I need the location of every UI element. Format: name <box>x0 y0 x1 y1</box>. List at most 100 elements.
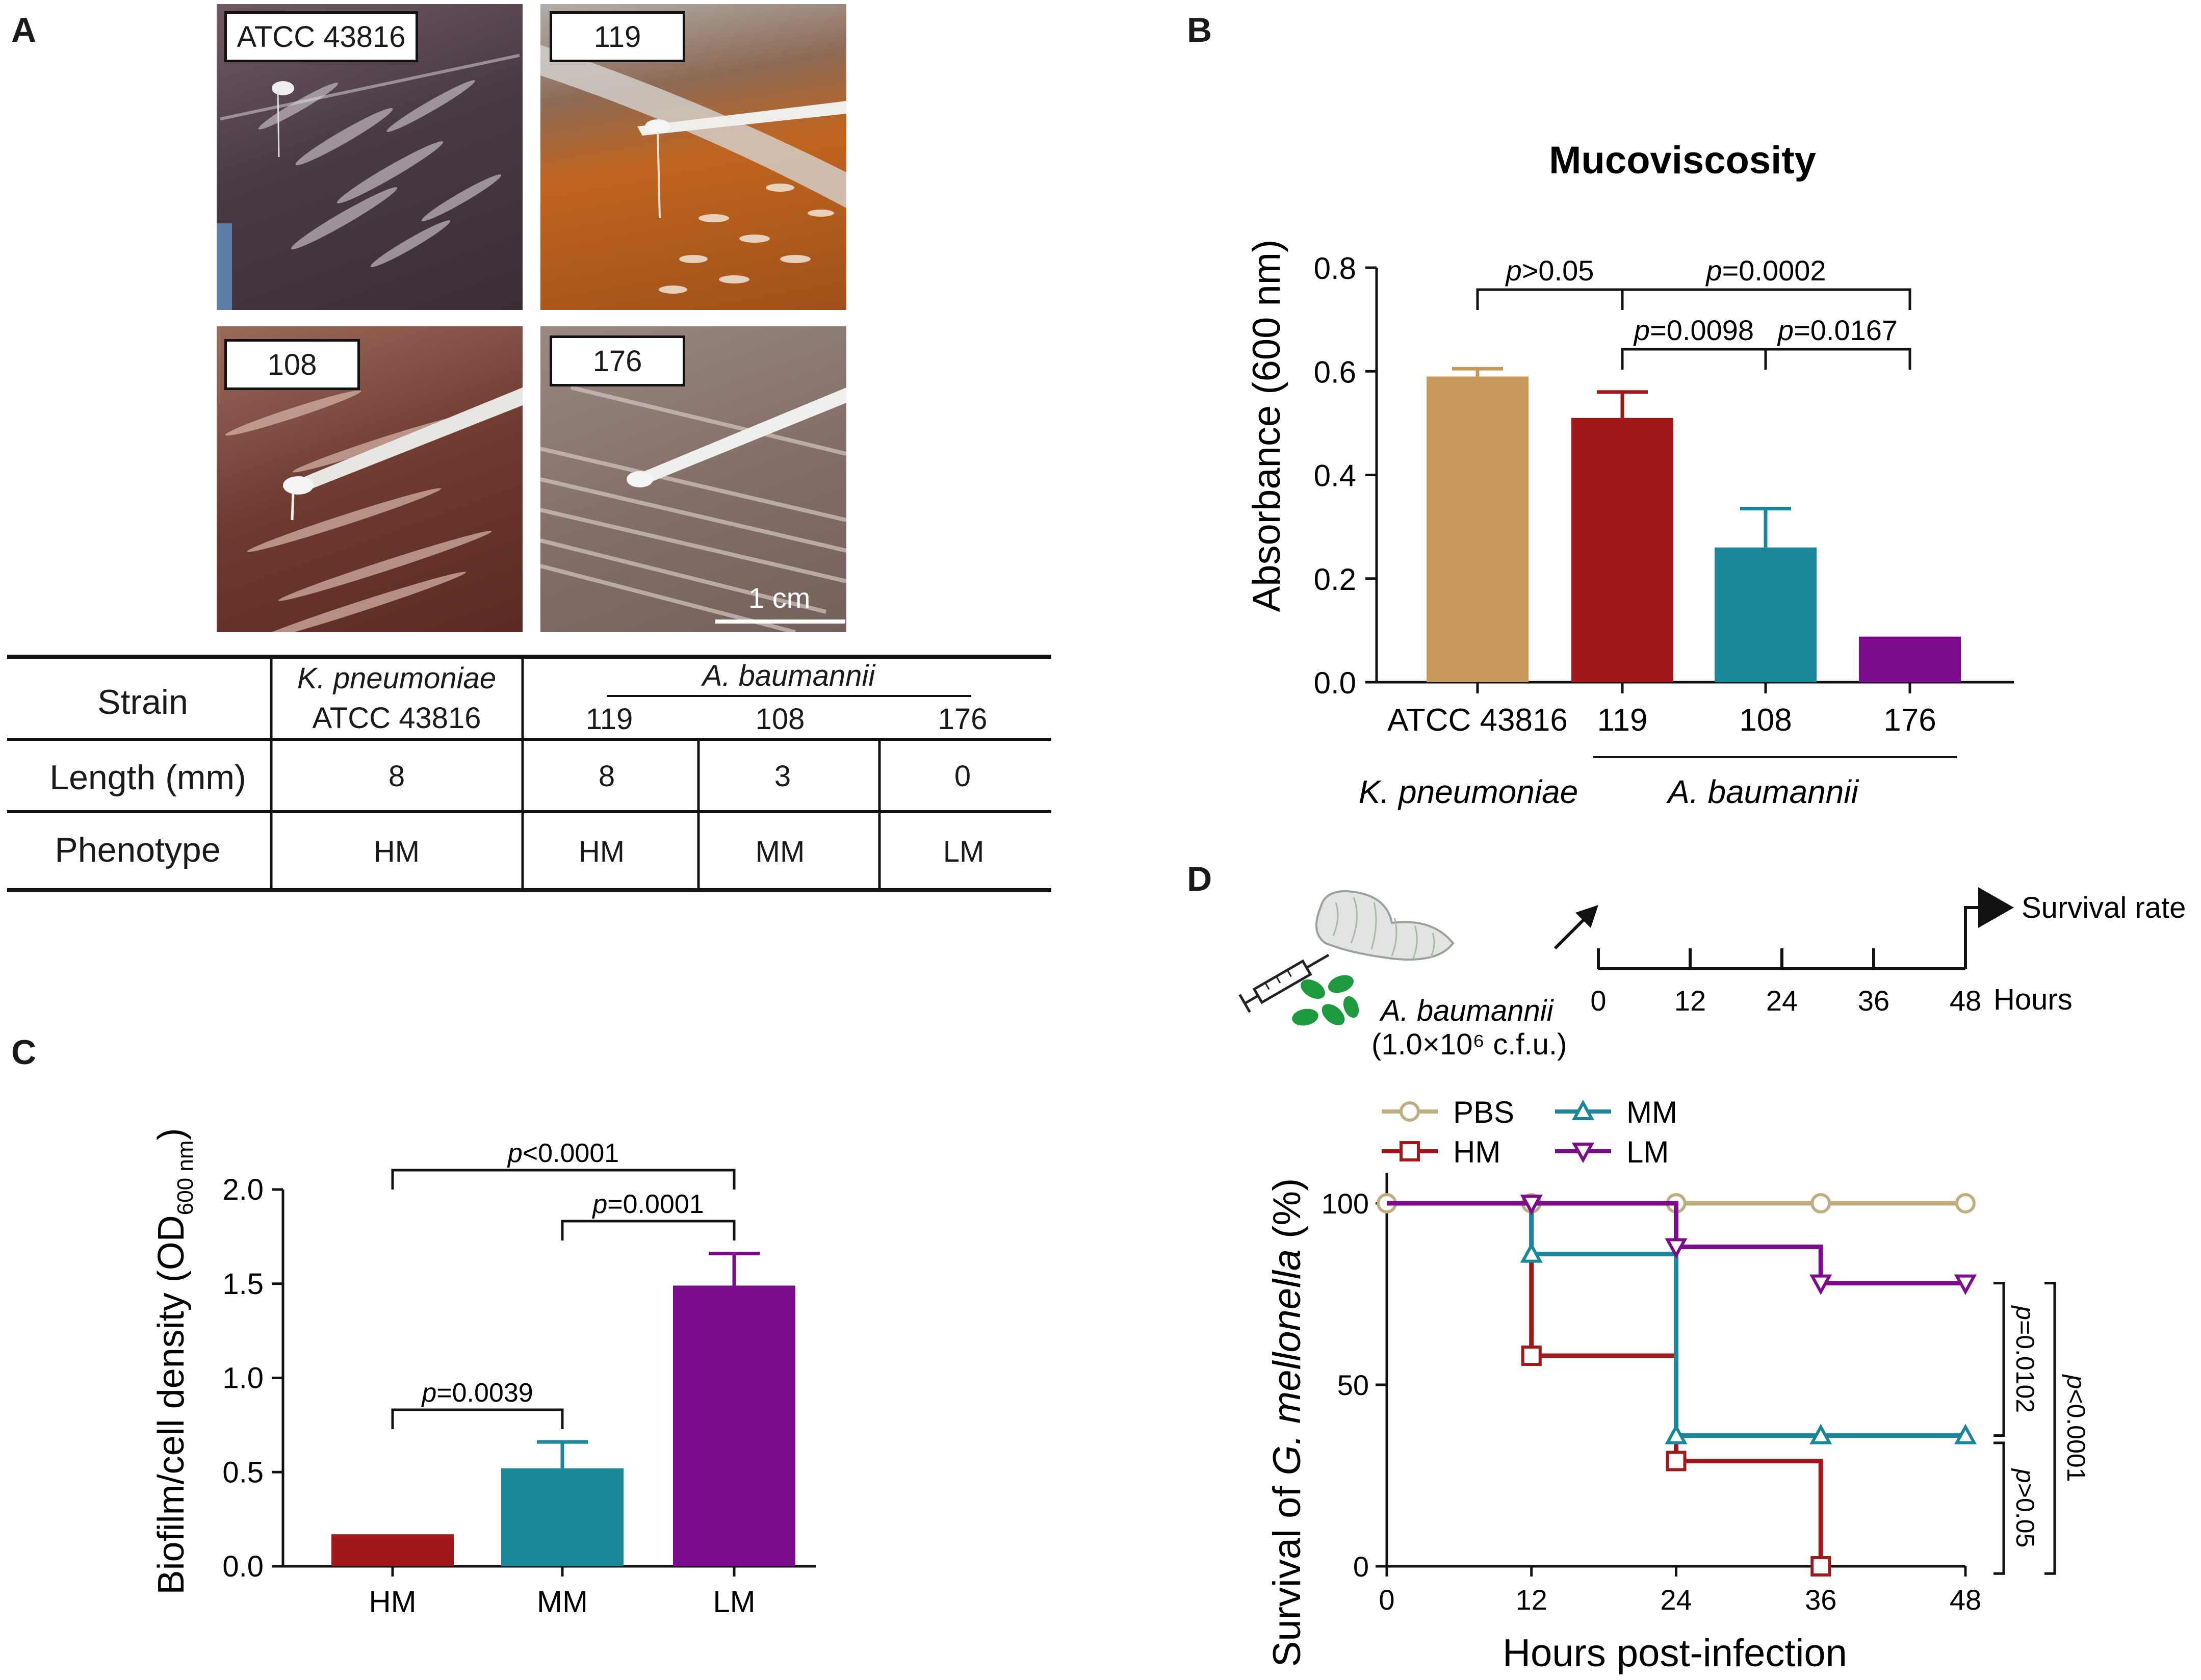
chart-d-ytick-label: 0 <box>1353 1550 1369 1583</box>
chart-d-sig-label: p<0.0001 <box>2062 1374 2090 1482</box>
chart-b-ytick-label: 0.4 <box>1314 459 1356 493</box>
strain-table: Strain Length (mm) Phenotype K. pneumoni… <box>7 655 1051 892</box>
chart-d-marker-pbs <box>1810 1193 1831 1213</box>
chart-c-ylabel-sub: 600 nm <box>173 1141 198 1216</box>
chart-c-sig-bracket <box>391 1408 564 1429</box>
chart-c-ylabel: Biofilm/cell density (OD600 nm) <box>151 1128 198 1595</box>
timeline-tick-label: 36 <box>1858 985 1889 1017</box>
timeline-outcome: Survival rate <box>2022 891 2186 924</box>
ab-strain-119: 119 <box>586 703 633 736</box>
timeline-species: A. baumannii <box>1379 994 1555 1027</box>
chart-d-ylabel-pre: Survival of <box>1265 1475 1309 1667</box>
photo-label-176: 176 <box>550 335 685 386</box>
phenotype-176: LM <box>943 835 985 868</box>
chart-c-ytick-label: 2.0 <box>222 1173 264 1206</box>
chart-b-sig-label: p>0.05 <box>1505 254 1594 287</box>
chart-d-ylabel-post: (%) <box>1265 1178 1309 1249</box>
chart-d-marker-mm <box>1809 1424 1832 1444</box>
chart-c-sig-label: p=0.0039 <box>421 1378 533 1408</box>
syringe-icon <box>1238 953 1330 1013</box>
chart-b-mucoviscosity: Mucoviscosity Absorbance (600 nm) 0.0 0.2… <box>1245 139 2014 810</box>
chart-b-bar <box>1571 418 1673 682</box>
chart-b-group-ab: A. baumannii <box>1666 773 1859 810</box>
chart-d-xlabel: Hours post-infection <box>1503 1632 1847 1675</box>
photo-label-atcc43816: ATCC 43816 <box>224 11 418 62</box>
larva-icon <box>1315 890 1455 961</box>
chart-c-ytick-label: 1.5 <box>222 1268 264 1301</box>
chart-d-marker-hm <box>1666 1451 1687 1471</box>
length-176: 0 <box>954 760 971 793</box>
chart-d-marker-lm <box>1520 1195 1543 1216</box>
chart-d-xtick-label: 48 <box>1950 1584 1981 1616</box>
chart-b-xtick-label: 176 <box>1883 703 1936 738</box>
chart-c-biofilm: Biofilm/cell density (OD600 nm) 0.0 0.5 1.… <box>151 1128 816 1619</box>
row-header-phenotype: Phenotype <box>55 831 220 869</box>
chart-d-sig-label: p>0.05 <box>2011 1468 2039 1547</box>
ab-strain-176: 176 <box>938 703 988 736</box>
plate-119-art <box>540 45 846 294</box>
timeline-tick-label: 24 <box>1766 985 1798 1017</box>
chart-c-xtick-label: LM <box>713 1585 755 1619</box>
photo-label-108: 108 <box>224 339 360 390</box>
timeline-tick-label: 48 <box>1950 985 1981 1017</box>
timeline-tick-label: 12 <box>1674 985 1706 1017</box>
chart-d-legend-label: MM <box>1626 1095 1677 1129</box>
chart-c-xtick-label: MM <box>537 1585 588 1619</box>
length-atcc43816: 8 <box>389 760 405 793</box>
chart-c-sig-bracket <box>561 1220 736 1240</box>
timeline-tick-label: 0 <box>1590 985 1606 1017</box>
panel-letter-a: A <box>11 11 37 49</box>
chart-d-marker-hm <box>1521 1346 1542 1366</box>
chart-d-legend-label: HM <box>1453 1135 1500 1169</box>
chart-c-sig-bracket <box>391 1169 736 1190</box>
chart-d-marker-lm <box>1809 1274 1832 1295</box>
chart-d-legend-marker <box>1400 1101 1420 1122</box>
chart-b-bar <box>1715 547 1817 682</box>
survival-arrowhead <box>1978 887 2014 928</box>
plate-108-art <box>225 387 523 632</box>
chart-b-sig-bracket <box>1621 348 1767 370</box>
injection-arrowhead <box>1575 905 1598 928</box>
plate-atcc43816-art <box>217 54 520 310</box>
chart-b-sig-label: p=0.0167 <box>1777 314 1898 346</box>
bacteria-icon <box>1292 975 1359 1026</box>
chart-d-marker-mm <box>1954 1424 1977 1444</box>
ab-species: A. baumannii <box>701 659 876 692</box>
panel-letter-b: B <box>1187 11 1212 49</box>
panel-letter-c: C <box>11 1033 37 1072</box>
photo-label-119: 119 <box>550 11 685 62</box>
chart-d-marker-lm <box>1665 1238 1688 1259</box>
row-header-length: Length (mm) <box>49 758 246 797</box>
chart-d-marker-mm <box>1665 1424 1688 1444</box>
chart-b-bar <box>1859 638 1961 682</box>
chart-d-marker-pbs <box>1955 1193 1976 1213</box>
chart-c-ylabel-main: Biofilm/cell density (OD <box>151 1215 192 1594</box>
chart-d-xtick-label: 12 <box>1516 1584 1547 1616</box>
chart-d-sig-bracket <box>1993 1441 2005 1575</box>
chart-c-bar <box>501 1468 624 1566</box>
chart-b-bar <box>1427 376 1529 682</box>
chart-c-bar <box>331 1534 454 1566</box>
chart-c-sig-label: p=0.0001 <box>591 1190 704 1219</box>
chart-c-bar <box>673 1285 795 1566</box>
chart-b-ytick-label: 0.2 <box>1314 562 1356 597</box>
row-header-strain: Strain <box>97 683 188 721</box>
chart-d-ytick-label: 50 <box>1337 1369 1369 1401</box>
timeline-riser <box>1964 906 1978 969</box>
chart-d-ylabel-italic: G. mellonella <box>1265 1249 1309 1476</box>
panel-letter-d: D <box>1187 860 1212 898</box>
chart-d-legend-marker <box>1571 1099 1595 1120</box>
timeline-dose: (1.0×10⁶ c.f.u.) <box>1371 1028 1567 1061</box>
chart-d-xtick-label: 36 <box>1805 1584 1836 1616</box>
phenotype-atcc43816: HM <box>374 835 420 868</box>
ab-strain-108: 108 <box>756 703 805 736</box>
chart-b-sig-label: p=0.0098 <box>1633 314 1754 346</box>
chart-c-xtick-label: HM <box>369 1585 416 1619</box>
chart-d-series-hm <box>1387 1201 1823 1566</box>
chart-d-legend-marker <box>1400 1141 1420 1161</box>
timeline-unit: Hours <box>1993 983 2073 1016</box>
chart-b-sig-bracket <box>1476 288 1624 310</box>
chart-d-ytick-label: 100 <box>1322 1187 1369 1220</box>
scale-bar <box>715 619 845 624</box>
kp-species: K. pneumoniae <box>297 662 496 695</box>
